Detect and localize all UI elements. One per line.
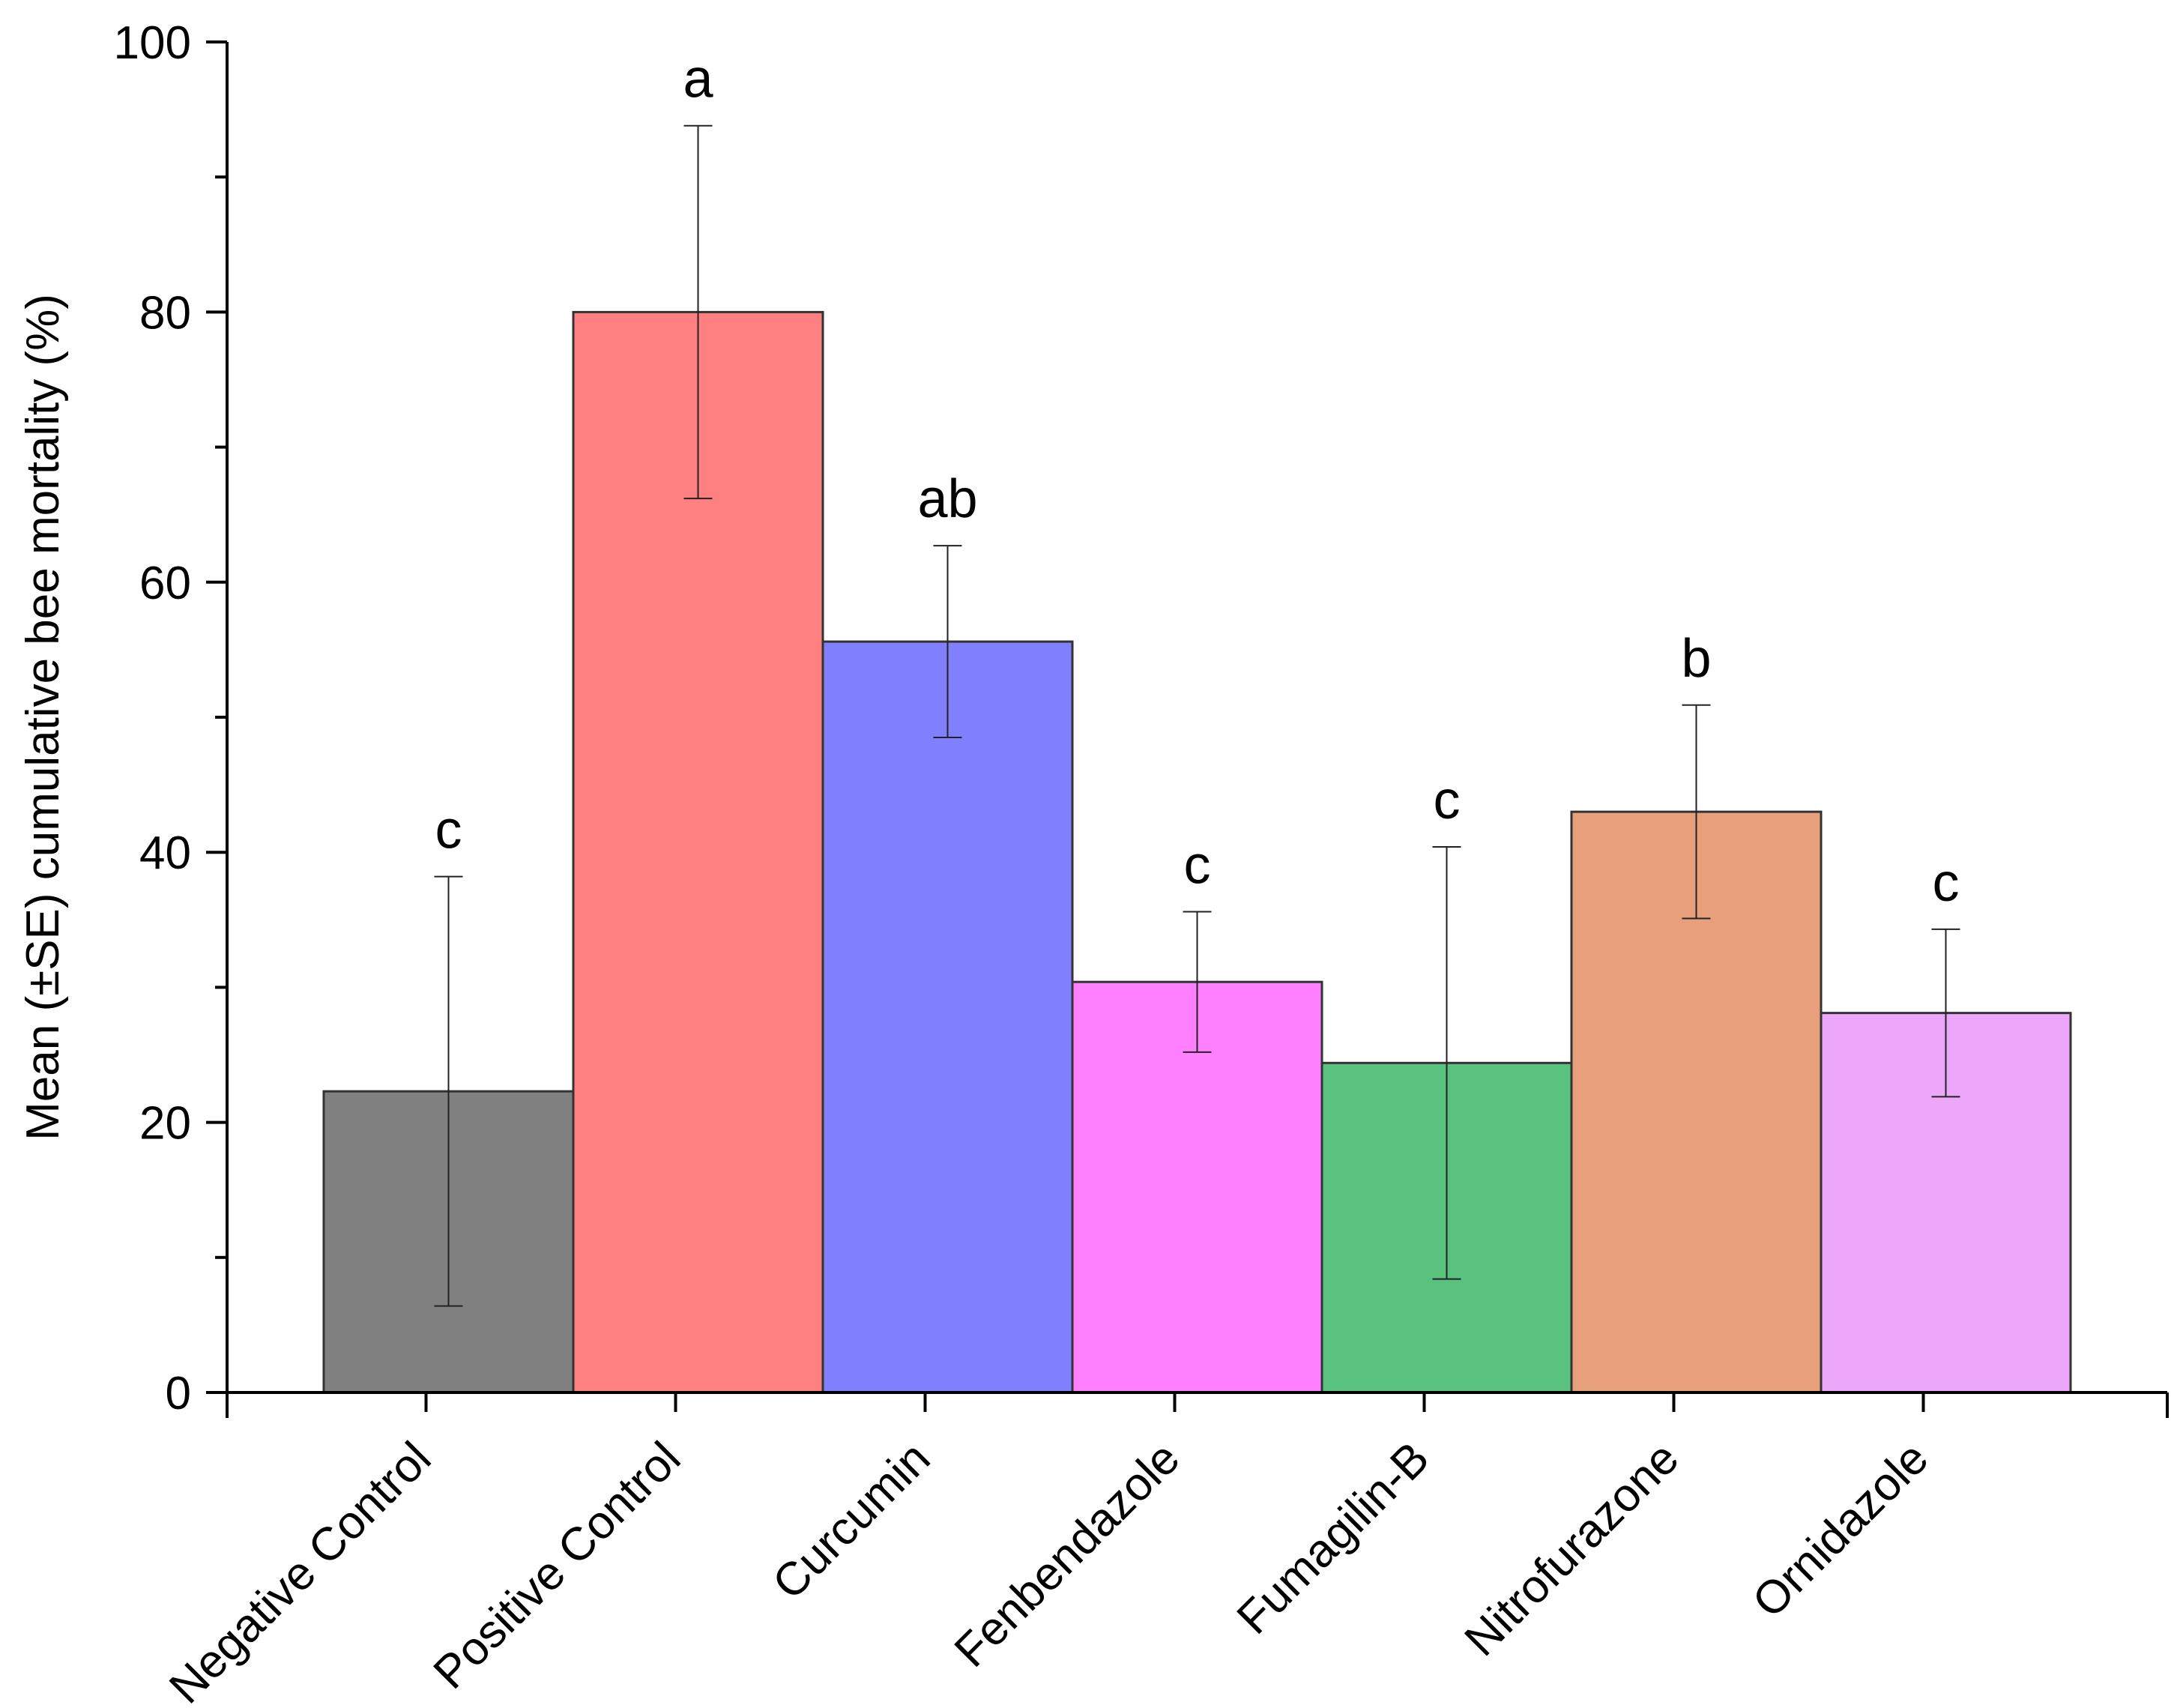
significance-letter: b: [1681, 629, 1711, 689]
y-tick-label: 40: [139, 827, 191, 879]
significance-letter: c: [435, 800, 462, 860]
x-tick-label: Fumagilin-B: [1228, 1432, 1440, 1644]
significance-letter: c: [1184, 835, 1211, 895]
y-tick-label: 80: [139, 287, 191, 339]
x-tick-label: Curcumin: [763, 1432, 940, 1609]
significance-letter: a: [683, 49, 713, 109]
x-tick-label: Nitrofurazone: [1455, 1432, 1688, 1666]
significance-letter: c: [1933, 853, 1960, 913]
significance-letter: ab: [917, 469, 977, 529]
x-ticks-layer: [226, 1392, 2169, 1418]
y-ticks-layer: 0 20 40 60 80 100: [114, 17, 227, 1419]
x-tick-label: Positive Control: [424, 1432, 691, 1699]
y-tick-label: 100: [114, 17, 191, 69]
error-bars-layer: [434, 124, 1960, 1307]
significance-letter: c: [1434, 770, 1461, 830]
x-tick-label: Ornidazole: [1743, 1432, 1939, 1628]
y-tick-label: 0: [166, 1368, 191, 1419]
bar: [821, 640, 1074, 1394]
y-tick-label: 20: [139, 1098, 191, 1150]
x-tick-label: Fenbendazole: [945, 1432, 1190, 1677]
y-tick-label: 60: [139, 558, 191, 609]
x-tick-label: Negative Control: [160, 1432, 441, 1704]
y-axis-title: Mean (±SE) cumulative bee mortality (%): [17, 294, 69, 1141]
